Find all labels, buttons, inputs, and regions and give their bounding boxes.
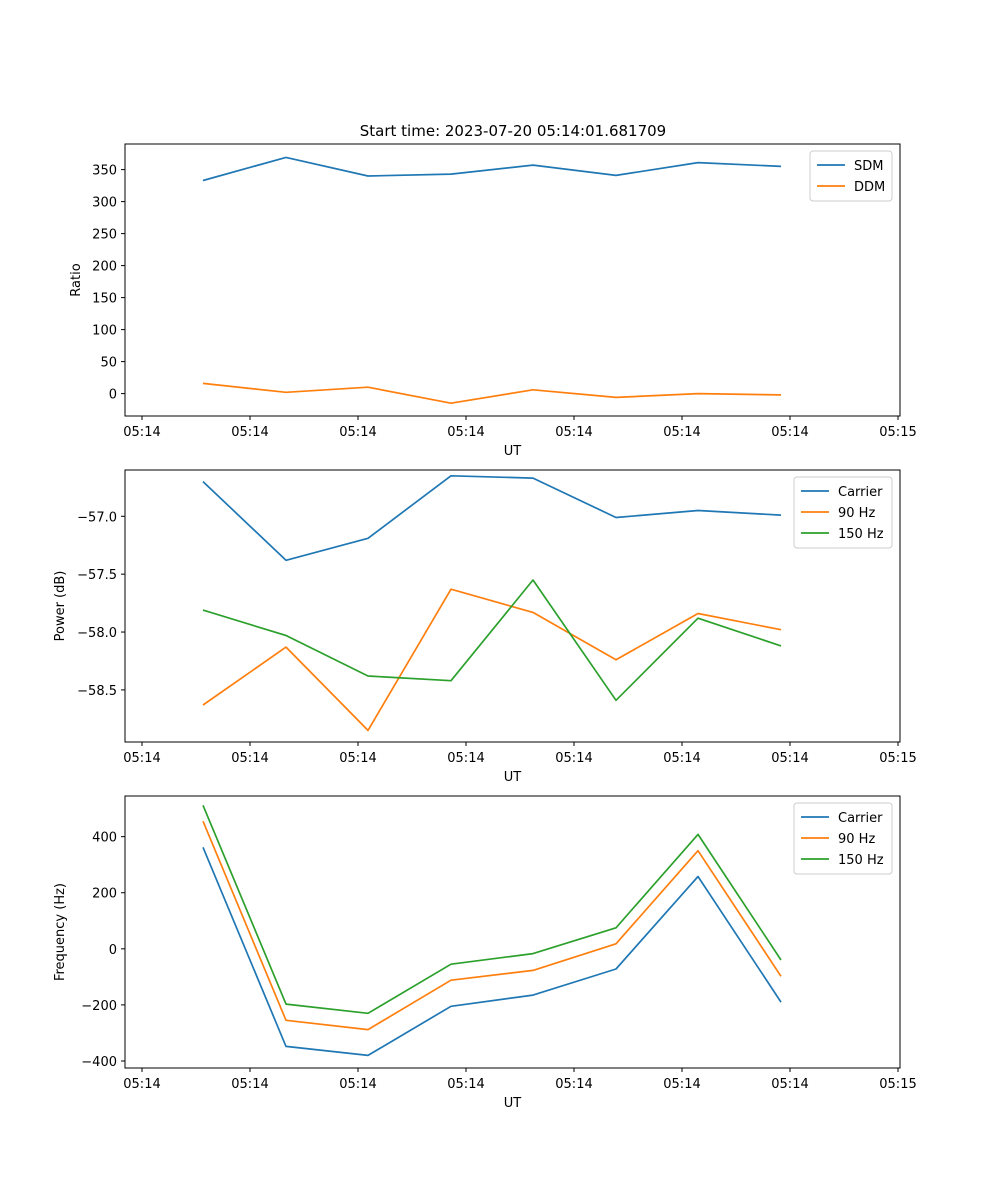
x-axis-label: UT: [504, 444, 522, 459]
series-line-carrier: [202, 474, 782, 562]
y-tick-label: −400: [81, 1055, 117, 1070]
series-line-ddm: [202, 382, 782, 405]
y-tick-label: 200: [92, 887, 117, 902]
series-line-90-hz: [202, 588, 782, 732]
panel-1: 05:14 05:14 05:14 05:14 05:14 05:14 05:14 05:15…: [69, 143, 917, 459]
x-tick-label: 05:14: [231, 425, 268, 440]
legend-label: Carrier: [838, 811, 883, 826]
legend: Carrier 90 Hz 150 Hz: [793, 476, 893, 549]
legend-label: Carrier: [838, 485, 883, 500]
y-tick-label: 300: [92, 196, 117, 211]
series-line-150-hz: [202, 579, 782, 702]
y-tick-label: 50: [100, 356, 117, 371]
legend-box: [809, 150, 893, 202]
series-line-sdm: [202, 156, 782, 182]
y-tick-label: 400: [92, 831, 117, 846]
x-tick-label: 05:14: [339, 751, 376, 766]
axes-frame: [124, 795, 901, 1069]
x-tick-label: 05:14: [663, 425, 700, 440]
x-tick-label: 05:14: [555, 425, 592, 440]
y-tick-label: 150: [92, 292, 117, 307]
x-axis-label: UT: [504, 770, 522, 785]
x-tick-label: 05:14: [123, 751, 160, 766]
axes-frame: [124, 143, 901, 417]
x-tick-label: 05:14: [123, 1077, 160, 1092]
figure-title: Start time: 2023-07-20 05:14:01.681709: [360, 122, 666, 140]
x-tick-label: 05:14: [663, 751, 700, 766]
x-tick-label: 05:15: [879, 1077, 916, 1092]
legend-box: [793, 476, 893, 549]
y-tick-label: −57.0: [77, 510, 117, 525]
x-tick-label: 05:14: [771, 1077, 808, 1092]
x-tick-label: 05:14: [447, 1077, 484, 1092]
panel-3: 05:14 05:14 05:14 05:14 05:14 05:14 05:14 05:15…: [53, 795, 917, 1111]
x-tick-label: 05:15: [879, 425, 916, 440]
y-tick-label: 350: [92, 164, 117, 179]
panel-2: 05:14 05:14 05:14 05:14 05:14 05:14 05:14 05:15…: [53, 469, 917, 785]
legend: SDM DDM: [809, 150, 893, 202]
y-tick-label: −58.5: [77, 684, 117, 699]
y-tick-label: −200: [81, 999, 117, 1014]
legend: Carrier 90 Hz 150 Hz: [793, 802, 893, 875]
series-line-carrier: [202, 846, 782, 1057]
y-tick-label: 100: [92, 324, 117, 339]
y-axis-label: Frequency (Hz): [53, 883, 68, 981]
legend-box: [793, 802, 893, 875]
x-tick-label: 05:15: [879, 751, 916, 766]
x-tick-label: 05:14: [231, 751, 268, 766]
y-tick-label: −58.0: [77, 626, 117, 641]
y-tick-label: 0: [109, 943, 117, 958]
legend-label: 90 Hz: [838, 832, 875, 847]
series-line-150-hz: [202, 804, 782, 1015]
axes-frame: [124, 469, 901, 743]
x-tick-label: 05:14: [123, 425, 160, 440]
y-tick-label: 0: [109, 388, 117, 403]
x-axis-label: UT: [504, 1096, 522, 1111]
legend-label: 150 Hz: [838, 853, 884, 868]
x-tick-label: 05:14: [231, 1077, 268, 1092]
x-tick-label: 05:14: [663, 1077, 700, 1092]
legend-label: 90 Hz: [838, 506, 875, 521]
x-tick-label: 05:14: [771, 751, 808, 766]
y-tick-label: −57.5: [77, 568, 117, 583]
x-tick-label: 05:14: [447, 425, 484, 440]
x-tick-label: 05:14: [339, 425, 376, 440]
x-tick-label: 05:14: [555, 1077, 592, 1092]
y-axis-label: Power (dB): [53, 571, 68, 642]
y-tick-label: 250: [92, 228, 117, 243]
x-tick-label: 05:14: [771, 425, 808, 440]
legend-label: SDM: [854, 159, 883, 174]
y-tick-label: 200: [92, 260, 117, 275]
series-line-90-hz: [202, 820, 782, 1031]
legend-label: 150 Hz: [838, 527, 884, 542]
x-tick-label: 05:14: [555, 751, 592, 766]
x-tick-label: 05:14: [339, 1077, 376, 1092]
legend-label: DDM: [854, 180, 885, 195]
x-tick-label: 05:14: [447, 751, 484, 766]
y-axis-label: Ratio: [69, 263, 84, 296]
